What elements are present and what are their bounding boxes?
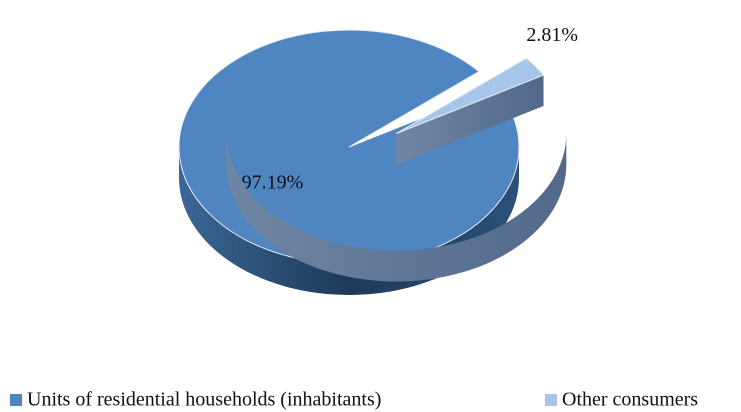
legend-label: Units of residential households (inhabit…: [27, 389, 381, 411]
pie: 97.19% 2.81%: [178, 24, 578, 295]
data-label: 97.19%: [242, 172, 304, 194]
slice-side: [396, 75, 544, 165]
legend-swatch: [545, 394, 557, 406]
slice: [396, 57, 545, 135]
legend: Units of residential households (inhabit…: [10, 389, 698, 411]
slice-side: [226, 133, 567, 282]
data-label: 2.81%: [526, 24, 578, 46]
legend-label: Other consumers: [562, 389, 698, 411]
legend-swatch: [10, 394, 22, 406]
slice: [178, 29, 520, 265]
